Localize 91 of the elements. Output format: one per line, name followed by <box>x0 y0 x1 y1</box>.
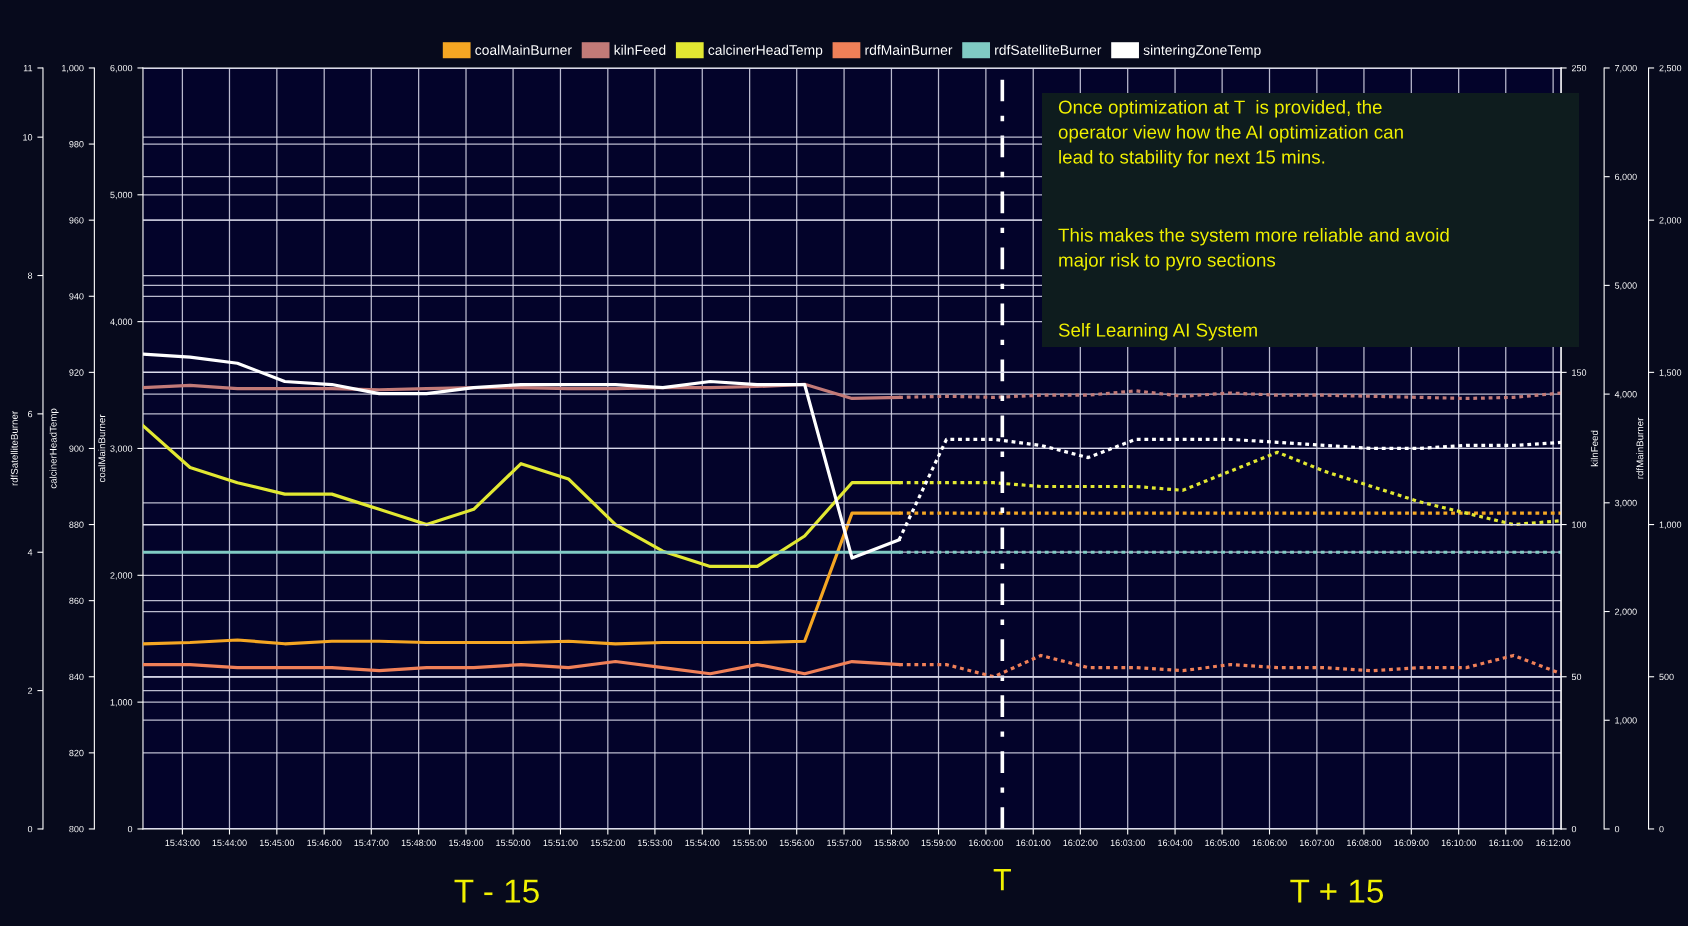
y2-tick-label: 0 <box>1659 825 1664 833</box>
x-tick-label: 15:44:00 <box>212 839 247 846</box>
x-tick-label: 15:52:00 <box>590 839 626 846</box>
x-tick-label: 15:53:00 <box>638 839 673 846</box>
y2-tick-label: 5,000 <box>1614 282 1637 290</box>
x-tick-label: 15:49:00 <box>449 839 484 846</box>
y-axis-title: coalMainBurner <box>98 414 106 483</box>
y-tick-label: 10 <box>23 134 33 141</box>
y3-axis-title: calcinerHeadTemp <box>49 408 59 489</box>
y-axis-title: rdfSatelliteBurner <box>10 411 18 486</box>
legend-label: rdfMainBurner <box>865 44 953 55</box>
y2-tick-label: 6,000 <box>1614 173 1637 182</box>
x-tick-label: 16:01:00 <box>1016 839 1051 846</box>
ref-line-label: T <box>993 869 1011 891</box>
y3-tick-label: 50 <box>1571 673 1582 681</box>
y-tick-label: 6,000 <box>110 64 133 73</box>
x-tick-label: 15:43:00 <box>165 839 200 846</box>
y-tick-label: 1,000 <box>110 699 133 707</box>
y-tick-label: 2,000 <box>110 572 133 580</box>
x-tick-label: 15:56:00 <box>779 839 814 846</box>
y-tick-label: 4 <box>27 549 33 556</box>
y-tick-label: 8 <box>27 272 33 279</box>
legend-label: coalMainBurner <box>475 44 572 55</box>
legend-label: kilnFeed <box>614 44 666 55</box>
y3-tick-label: 100 <box>1572 521 1587 528</box>
y3-tick-label: 980 <box>69 141 84 148</box>
y-tick-label: 5,000 <box>110 191 133 200</box>
y2-tick-label: 4,000 <box>1614 391 1637 399</box>
y3-tick-label: 0 <box>1571 825 1577 833</box>
x-tick-label: 16:02:00 <box>1063 839 1098 846</box>
y-tick-label: 11 <box>23 65 33 72</box>
x-tick-label: 15:47:00 <box>354 839 389 846</box>
y3-tick-label: 920 <box>69 369 84 376</box>
text: T + 15 <box>1290 879 1384 903</box>
x-tick-label: 16:05:00 <box>1205 839 1240 846</box>
legend-label: calcinerHeadTemp <box>708 44 823 58</box>
y3-tick-label: 800 <box>69 825 84 833</box>
y3-tick-label: 1,000 <box>62 64 84 73</box>
x-tick-label: 16:10:00 <box>1441 839 1476 846</box>
x-tick-label: 15:57:00 <box>827 839 862 846</box>
x-tick-label: 15:46:00 <box>307 839 342 846</box>
y2-tick-label: 2,000 <box>1614 608 1637 616</box>
x-tick-label: 15:50:00 <box>496 839 531 846</box>
y2-axis-title: kilnFeed <box>1590 430 1598 467</box>
y-tick-label: 0 <box>127 825 133 833</box>
y2-tick-label: 1,000 <box>1615 717 1637 725</box>
x-tick-label: 16:06:00 <box>1252 839 1287 846</box>
y3-tick-label: 960 <box>69 217 84 224</box>
y3-tick-label: 940 <box>69 293 84 300</box>
y3-tick-label: 900 <box>69 445 84 452</box>
x-tick-label: 15:48:00 <box>401 839 436 846</box>
x-tick-label: 16:03:00 <box>1110 839 1145 846</box>
x-tick-label: 16:12:00 <box>1536 839 1571 846</box>
y3-tick-label: 820 <box>69 749 84 757</box>
y2-tick-label: 2,500 <box>1659 64 1682 73</box>
y2-axis-title: rdfMainBurner <box>1636 417 1644 479</box>
y3-tick-label: 840 <box>69 673 84 681</box>
y-tick-label: 4,000 <box>110 318 133 327</box>
y2-tick-label: 500 <box>1659 673 1674 681</box>
y-tick-label: 3,000 <box>110 445 133 453</box>
y-tick-label: 6 <box>28 410 33 418</box>
x-tick-label: 16:08:00 <box>1347 839 1382 846</box>
y2-tick-label: 7,000 <box>1615 64 1637 73</box>
y3-tick-label: 250 <box>1571 64 1587 72</box>
x-tick-label: 16:11:00 <box>1489 839 1523 846</box>
y3-tick-label: 150 <box>1572 369 1587 376</box>
annotation: Once optimization at T is provided, the operator view how the AI optimization can lead to stability for next 15 mins. <box>1058 100 1403 168</box>
x-tick-label: 15:45:00 <box>259 839 295 846</box>
x-tick-label: 16:04:00 <box>1158 839 1193 846</box>
y-tick-label: 0 <box>27 825 33 833</box>
x-tick-label: 16:07:00 <box>1299 839 1335 846</box>
y2-tick-label: 3,000 <box>1614 499 1637 508</box>
x-tick-label: 15:55:00 <box>732 839 767 846</box>
x-tick-label: 15:54:00 <box>685 839 720 846</box>
x-tick-label: 15:59:00 <box>921 839 956 846</box>
x-tick-label: 15:51:00 <box>543 839 578 846</box>
y-tick-label: 2 <box>27 687 33 694</box>
legend-label: sinteringZoneTemp <box>1143 44 1261 58</box>
y2-tick-label: 0 <box>1614 825 1620 833</box>
annotation: This makes the system more reliable and avoid major risk to pyro sections <box>1058 228 1449 271</box>
x-tick-label: 15:58:00 <box>874 839 909 846</box>
annotation: Self Learning AI System <box>1058 323 1257 341</box>
x-tick-label: 16:00:00 <box>969 839 1004 846</box>
y2-tick-label: 1,500 <box>1659 369 1682 377</box>
text: T - 15 <box>454 879 539 903</box>
x-tick-label: 16:09:00 <box>1394 839 1429 846</box>
legend-label: rdfSatelliteBurner <box>995 44 1102 55</box>
y3-tick-label: 860 <box>69 597 84 605</box>
y2-tick-label: 2,000 <box>1659 217 1682 225</box>
y2-tick-label: 1,000 <box>1659 521 1682 529</box>
y3-tick-label: 880 <box>69 521 84 528</box>
